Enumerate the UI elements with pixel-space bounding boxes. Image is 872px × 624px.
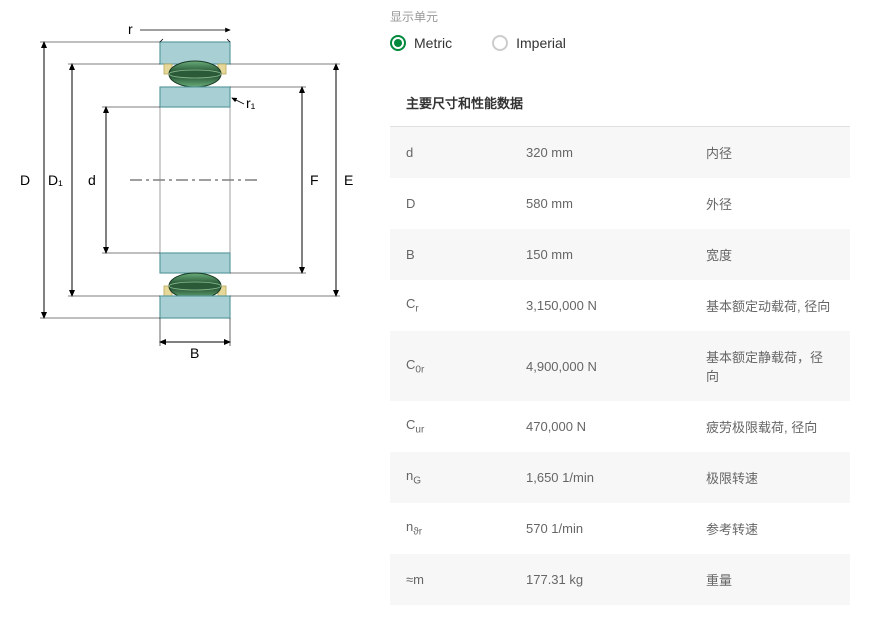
spec-row: Cr3,150,000 N基本额定动载荷, 径向 <box>390 280 850 331</box>
spec-value: 570 1/min <box>526 521 706 536</box>
spec-value: 320 mm <box>526 145 706 160</box>
diagram-panel: D D₁ d F E <box>10 8 360 605</box>
dim-label-r: r <box>128 22 133 37</box>
radio-metric[interactable]: Metric <box>390 35 452 51</box>
spec-symbol: D <box>406 196 526 211</box>
radio-imperial[interactable]: Imperial <box>492 35 566 51</box>
spec-value: 177.31 kg <box>526 572 706 587</box>
spec-desc: 重量 <box>706 570 834 589</box>
spec-symbol: nG <box>406 468 526 487</box>
dim-label-B: B <box>190 345 199 361</box>
dim-label-E: E <box>344 172 353 188</box>
radio-imperial-label: Imperial <box>516 35 566 51</box>
unit-radio-group: Metric Imperial <box>390 35 850 51</box>
dim-label-r1: r₁ <box>246 95 256 111</box>
spec-desc: 基本额定静载荷，径向 <box>706 347 834 385</box>
data-panel: 显示单元 Metric Imperial 主要尺寸和性能数据 d320 mm内径… <box>390 8 862 605</box>
spec-value: 4,900,000 N <box>526 359 706 374</box>
spec-symbol: d <box>406 145 526 160</box>
spec-desc: 极限转速 <box>706 468 834 487</box>
spec-value: 1,650 1/min <box>526 470 706 485</box>
radio-icon-selected <box>390 35 406 51</box>
spec-row: d320 mm内径 <box>390 127 850 178</box>
spec-desc: 外径 <box>706 194 834 213</box>
specs-section-title: 主要尺寸和性能数据 <box>390 81 850 127</box>
radio-icon-unselected <box>492 35 508 51</box>
bearing-diagram: D D₁ d F E <box>10 22 360 362</box>
spec-value: 470,000 N <box>526 419 706 434</box>
spec-desc: 参考转速 <box>706 519 834 538</box>
spec-symbol: B <box>406 247 526 262</box>
spec-desc: 宽度 <box>706 245 834 264</box>
spec-desc: 内径 <box>706 143 834 162</box>
dim-label-F: F <box>310 172 319 188</box>
spec-symbol: ≈m <box>406 572 526 587</box>
spec-row: C0r4,900,000 N基本额定静载荷，径向 <box>390 331 850 401</box>
dim-label-D: D <box>20 172 30 188</box>
spec-symbol: Cr <box>406 296 526 315</box>
dim-label-D1: D₁ <box>48 172 63 188</box>
spec-symbol: C0r <box>406 357 526 376</box>
spec-row: nG1,650 1/min极限转速 <box>390 452 850 503</box>
spec-value: 3,150,000 N <box>526 298 706 313</box>
spec-desc: 疲劳极限载荷, 径向 <box>706 417 834 436</box>
spec-desc: 基本额定动载荷, 径向 <box>706 296 834 315</box>
spec-value: 580 mm <box>526 196 706 211</box>
dim-label-d: d <box>88 172 96 188</box>
spec-row: Cur470,000 N疲劳极限载荷, 径向 <box>390 401 850 452</box>
specs-table: d320 mm内径D580 mm外径B150 mm宽度Cr3,150,000 N… <box>390 127 850 605</box>
spec-row: ≈m177.31 kg重量 <box>390 554 850 605</box>
spec-symbol: Cur <box>406 417 526 436</box>
spec-symbol: nϑr <box>406 519 526 538</box>
spec-value: 150 mm <box>526 247 706 262</box>
spec-row: D580 mm外径 <box>390 178 850 229</box>
spec-row: B150 mm宽度 <box>390 229 850 280</box>
radio-metric-label: Metric <box>414 35 452 51</box>
spec-row: nϑr570 1/min参考转速 <box>390 503 850 554</box>
unit-section-label: 显示单元 <box>390 8 850 25</box>
